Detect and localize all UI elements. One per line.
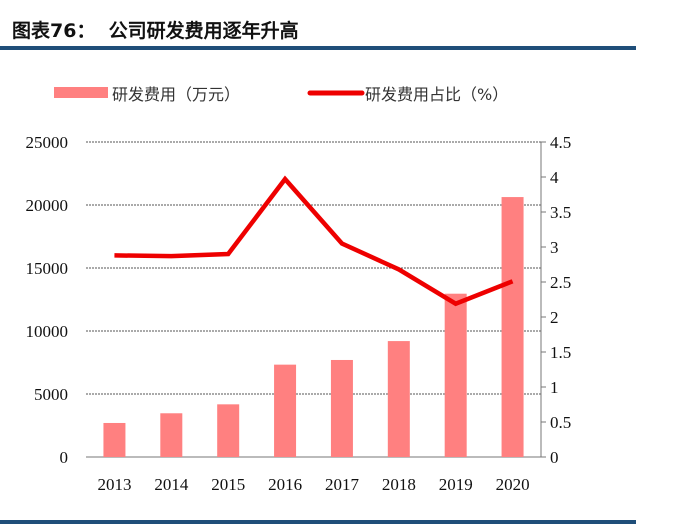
x-tick-label: 2016	[268, 475, 302, 494]
title-rule	[0, 46, 636, 50]
y-right-tick-label: 3	[550, 238, 559, 257]
y-left-tick-label: 5000	[34, 385, 68, 404]
x-tick-label: 2018	[382, 475, 416, 494]
bar-2020	[501, 197, 524, 457]
y-right-tick-label: 4	[550, 168, 559, 187]
footer-rule	[0, 520, 636, 524]
y-right-tick-label: 0	[550, 448, 559, 467]
x-tick-label: 2019	[439, 475, 473, 494]
bar-2017	[330, 359, 353, 457]
bar-2019	[444, 293, 467, 457]
bar-2018	[387, 341, 410, 457]
y-left-tick-label: 20000	[26, 196, 69, 215]
y-left-tick-label: 0	[60, 448, 69, 467]
legend-line-label: 研发费用占比（%）	[365, 85, 508, 104]
y-left-tick-label: 15000	[26, 259, 69, 278]
y-right-tick-label: 1.5	[550, 343, 571, 362]
x-tick-label: 2014	[154, 475, 189, 494]
x-tick-label: 2015	[211, 475, 245, 494]
y-right-tick-label: 2	[550, 308, 559, 327]
ratio-line	[114, 175, 514, 307]
legend-bar-label: 研发费用（万元）	[112, 85, 240, 104]
y-left-tick-label: 10000	[26, 322, 69, 341]
legend-bar-swatch	[54, 87, 108, 98]
y-right-tick-label: 3.5	[550, 203, 571, 222]
x-tick-label: 2017	[325, 475, 360, 494]
chart-title: 图表76： 公司研发费用逐年升高	[12, 20, 299, 42]
y-right-tick-label: 0.5	[550, 413, 571, 432]
bar-2016	[274, 364, 297, 457]
bar-2015	[217, 404, 240, 457]
y-right-tick-label: 1	[550, 378, 559, 397]
y-right-tick-label: 4.5	[550, 133, 571, 152]
x-tick-label: 2013	[97, 475, 131, 494]
bar-2013	[103, 422, 126, 457]
y-left-tick-label: 25000	[26, 133, 69, 152]
y-right-tick-label: 2.5	[550, 273, 571, 292]
x-tick-label: 2020	[496, 475, 530, 494]
bar-2014	[160, 413, 183, 457]
